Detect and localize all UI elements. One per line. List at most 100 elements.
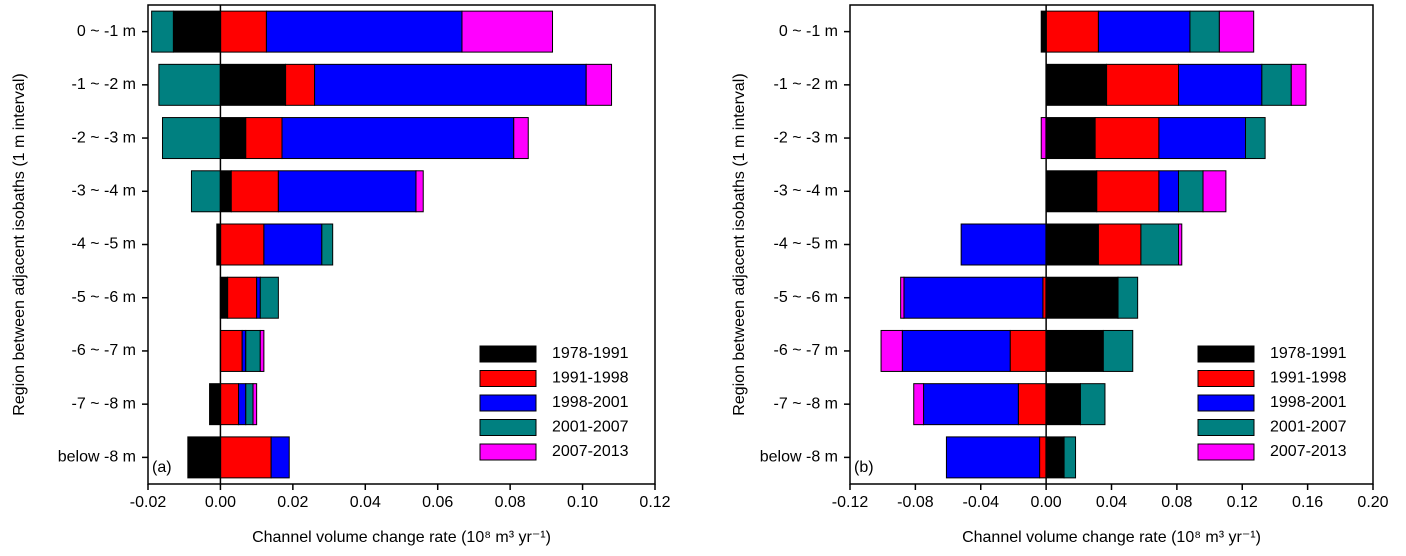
panel-label: (b) xyxy=(854,459,874,476)
bar-segment xyxy=(585,63,613,106)
y-tick-label: -4 ~ -5 m xyxy=(72,236,136,253)
bar-segment xyxy=(1158,170,1180,213)
legend-label: 1978-1991 xyxy=(1270,345,1347,362)
x-tick-label: 0.12 xyxy=(639,494,670,511)
bar-segment xyxy=(245,329,261,372)
bar-segment xyxy=(960,223,1047,266)
bar-segment xyxy=(1290,63,1307,106)
bar-segment xyxy=(265,10,463,53)
bar-segment xyxy=(1045,10,1099,53)
bar-segment xyxy=(219,170,232,213)
legend-swatch xyxy=(1197,419,1255,436)
x-tick-label: 0.02 xyxy=(277,494,308,511)
legend-swatch xyxy=(1197,394,1255,412)
legend-label: 1998-2001 xyxy=(552,394,629,411)
y-tick-label: below -8 m xyxy=(760,449,838,466)
x-tick-label: 0.00 xyxy=(1031,494,1062,511)
bar-segment xyxy=(1045,276,1119,319)
bar-segment xyxy=(277,170,417,213)
x-tick-label: -0.08 xyxy=(897,494,934,511)
y-tick-label: -4 ~ -5 m xyxy=(774,236,838,253)
panel-label: (a) xyxy=(152,459,172,476)
bar-segment xyxy=(314,63,587,106)
bar-segment xyxy=(903,276,1044,319)
x-tick-label: 0.04 xyxy=(350,494,381,511)
bar-segment xyxy=(1102,329,1134,372)
bar-segment xyxy=(270,436,290,479)
y-tick-label: -2 ~ -3 m xyxy=(72,129,136,146)
bar-segment xyxy=(923,383,1019,426)
bar-segment xyxy=(900,276,905,319)
y-tick-label: -3 ~ -4 m xyxy=(72,182,136,199)
bar-segment xyxy=(321,223,334,266)
bar-segment xyxy=(1094,117,1160,160)
bar-segment xyxy=(259,276,279,319)
legend-label: 2001-2007 xyxy=(552,419,629,436)
y-tick-label: -6 ~ -7 m xyxy=(774,342,838,359)
bar-segment xyxy=(219,329,243,372)
y-tick-label: -7 ~ -8 m xyxy=(774,395,838,412)
y-tick-label: 0 ~ -1 m xyxy=(77,23,136,40)
bar-segment xyxy=(1178,223,1183,266)
bar-segment xyxy=(161,117,221,160)
bar-segment xyxy=(259,329,265,372)
bar-segment xyxy=(1158,117,1247,160)
y-tick-label: -6 ~ -7 m xyxy=(72,342,136,359)
legend-swatch xyxy=(1197,370,1255,387)
x-axis-label: Channel volume change rate (10⁸ m³ yr⁻¹) xyxy=(252,529,551,546)
y-tick-label: -1 ~ -2 m xyxy=(774,76,838,93)
bar-segment xyxy=(1218,10,1255,53)
legend-label: 2007-2013 xyxy=(1270,443,1347,460)
bar-segment xyxy=(513,117,529,160)
bar-segment xyxy=(1178,63,1263,106)
bar-segment xyxy=(238,383,247,426)
legend-label: 1991-1998 xyxy=(1270,370,1347,387)
bar-segment xyxy=(245,117,283,160)
bar-segment xyxy=(252,383,258,426)
bar-segment xyxy=(1140,223,1180,266)
bar-segment xyxy=(1097,223,1142,266)
y-tick-label: 0 ~ -1 m xyxy=(779,23,838,40)
bar-segment xyxy=(158,63,221,106)
bar-segment xyxy=(1045,117,1096,160)
bar-segment xyxy=(256,276,261,319)
bar-segment xyxy=(1189,10,1220,53)
y-tick-label: -1 ~ -2 m xyxy=(72,76,136,93)
bar-segment xyxy=(230,170,279,213)
bar-segment xyxy=(415,170,424,213)
bar-segment xyxy=(945,436,1041,479)
x-tick-label: 0.16 xyxy=(1292,494,1323,511)
bar-segment xyxy=(219,223,265,266)
bar-segment xyxy=(219,63,287,106)
bar-segment xyxy=(1017,383,1047,426)
bar-segment xyxy=(281,117,515,160)
legend-label: 1991-1998 xyxy=(552,370,629,387)
x-tick-label: -0.12 xyxy=(832,494,869,511)
bar-segment xyxy=(1009,329,1047,372)
bar-segment xyxy=(461,10,554,53)
legend-label: 2007-2013 xyxy=(552,443,629,460)
bar-segment xyxy=(1045,223,1099,266)
legend-label: 1978-1991 xyxy=(552,345,629,362)
x-tick-label: 0.10 xyxy=(567,494,598,511)
bar-segment xyxy=(913,383,925,426)
bar-segment xyxy=(880,329,903,372)
bar-segment xyxy=(241,329,247,372)
x-tick-label: 0.20 xyxy=(1357,494,1388,511)
y-tick-label: -7 ~ -8 m xyxy=(72,395,136,412)
bar-segment xyxy=(209,383,221,426)
y-tick-label: -2 ~ -3 m xyxy=(774,129,838,146)
x-tick-label: -0.04 xyxy=(963,494,1000,511)
bar-segment xyxy=(151,10,174,53)
x-tick-label: 0.08 xyxy=(495,494,526,511)
bar-segment xyxy=(1045,170,1098,213)
bar-segment xyxy=(1045,436,1065,479)
legend-swatch xyxy=(479,345,537,363)
bar-segment xyxy=(245,383,254,426)
bar-segment xyxy=(1045,329,1104,372)
bar-segment xyxy=(219,276,229,319)
bar-segment xyxy=(219,383,240,426)
bar-segment xyxy=(219,436,272,479)
bar-segment xyxy=(285,63,316,106)
